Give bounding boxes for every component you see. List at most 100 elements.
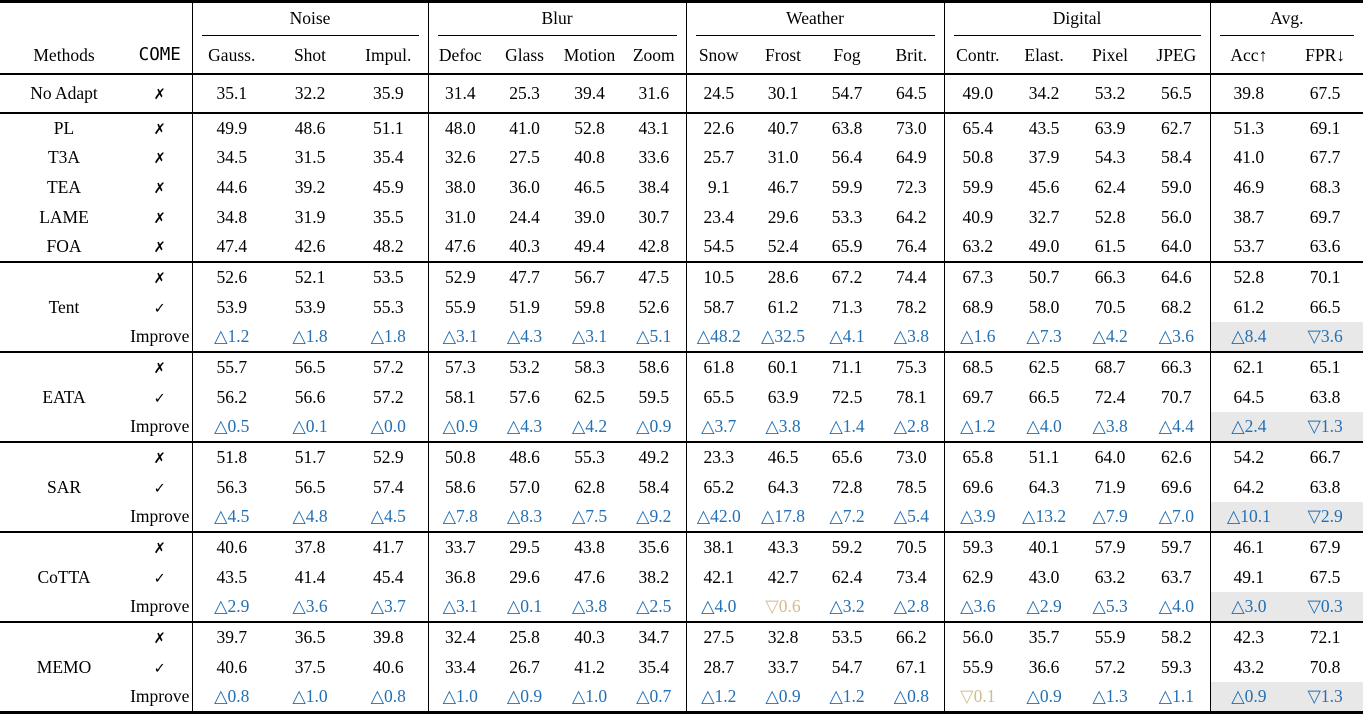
value-cell: 58.0 xyxy=(1028,296,1060,317)
improve-cell: △3.7 xyxy=(370,596,406,617)
improve-cell: △0.1 xyxy=(292,416,328,437)
col-header-defoc: Defoc xyxy=(427,37,493,75)
col-header-pixel: Pixel xyxy=(1077,37,1144,75)
value-cell: 54.3 xyxy=(1094,147,1126,168)
come-mark: ✗ xyxy=(128,261,192,293)
table-row: PL ✗ 49.9 48.6 51.1 48.0 41.0 52.8 43.1 22.6 40.7 6… xyxy=(0,111,1363,143)
value-cell: 71.1 xyxy=(815,351,880,383)
value-cell: 46.7 xyxy=(767,177,799,198)
value-cell: 61.2 xyxy=(1209,292,1288,323)
value-cell: 35.7 xyxy=(1011,621,1078,653)
improve-cell: △0.8 xyxy=(370,686,406,707)
improve-cell: △1.2 xyxy=(191,322,271,353)
improve-cell: △3.8 xyxy=(765,416,801,437)
value-cell: 22.6 xyxy=(685,111,752,143)
value-cell: 35.5 xyxy=(372,207,404,227)
group-header-noise: Noise xyxy=(191,1,429,37)
table-row: EATA ✗ 55.7 56.5 57.2 57.3 53.2 58.3 58.6 61.8 60.… xyxy=(0,351,1363,443)
value-cell: 35.6 xyxy=(622,531,687,563)
value-cell: 68.7 xyxy=(1077,351,1144,383)
value-cell: 70.5 xyxy=(1094,296,1126,317)
value-cell: 42.3 xyxy=(1209,621,1288,653)
value-cell: 57.2 xyxy=(372,386,404,407)
improve-cell: △3.8 xyxy=(1092,416,1128,437)
value-cell: 31.9 xyxy=(294,207,326,227)
value-cell: 56.5 xyxy=(294,476,326,497)
value-cell: 56.6 xyxy=(294,386,326,407)
value-cell: 75.3 xyxy=(879,351,945,383)
improve-cell: △2.9 xyxy=(191,592,271,623)
value-cell: 52.8 xyxy=(1094,207,1126,227)
value-cell: 43.5 xyxy=(1011,111,1078,143)
improve-cell: △0.9 xyxy=(506,686,543,707)
value-cell: 57.9 xyxy=(1077,531,1144,563)
value-cell: 25.7 xyxy=(685,142,752,173)
value-cell: 72.8 xyxy=(831,476,863,497)
value-cell: 34.7 xyxy=(622,621,687,653)
value-cell: 51.1 xyxy=(349,111,429,143)
value-cell: 65.5 xyxy=(685,382,752,413)
value-cell: 43.5 xyxy=(191,562,271,593)
method-name: PL xyxy=(0,111,128,143)
value-cell: 37.8 xyxy=(271,531,349,563)
value-cell: 53.9 xyxy=(191,292,271,323)
value-cell: 57.3 xyxy=(427,351,493,383)
value-cell: 55.9 xyxy=(943,652,1012,683)
value-cell: 67.5 xyxy=(1287,73,1363,113)
value-cell: 46.9 xyxy=(1209,172,1288,203)
improve-cell: △0.8 xyxy=(191,682,271,713)
value-cell: 38.1 xyxy=(685,531,752,563)
col-header-contr: Contr. xyxy=(943,37,1012,75)
improve-cell: △8.3 xyxy=(506,506,543,527)
value-cell: 42.7 xyxy=(767,566,799,587)
value-cell: 9.1 xyxy=(685,172,752,203)
value-cell: 31.5 xyxy=(294,147,326,168)
value-cell: 32.4 xyxy=(427,621,493,653)
value-cell: 66.5 xyxy=(1309,296,1341,317)
improve-cell: △2.8 xyxy=(893,416,929,437)
value-cell: 42.1 xyxy=(685,562,752,593)
improve-cell: △4.0 xyxy=(1158,596,1194,617)
value-cell: 10.5 xyxy=(685,261,752,293)
value-cell: 74.4 xyxy=(879,261,945,293)
improve-cell: ▽1.3 xyxy=(1287,412,1363,443)
value-cell: 63.7 xyxy=(1161,566,1192,587)
table-row: ✓ 43.5 41.4 45.4 36.8 29.6 47.6 38.2 42.1 42.7 62.… xyxy=(0,562,1363,593)
cross-mark-icon: ✗ xyxy=(153,451,166,468)
value-cell: 36.6 xyxy=(1028,656,1060,677)
col-header-fpr: FPR↓ xyxy=(1287,37,1363,75)
value-cell: 51.7 xyxy=(271,441,349,473)
cross-mark-icon: ✗ xyxy=(153,86,166,103)
value-cell: 58.4 xyxy=(638,476,670,497)
value-cell: 64.5 xyxy=(1209,382,1288,413)
method-name: MEMO xyxy=(0,621,128,713)
value-cell: 53.7 xyxy=(1209,232,1288,263)
value-cell: 64.3 xyxy=(1028,476,1060,497)
value-cell: 48.2 xyxy=(372,236,404,257)
value-cell: 52.6 xyxy=(638,296,670,317)
improve-cell: △1.0 xyxy=(292,686,328,707)
value-cell: 52.4 xyxy=(767,236,799,257)
improve-cell: ▽1.3 xyxy=(1287,682,1363,713)
cross-mark-icon: ✗ xyxy=(153,240,166,257)
come-mark: ✗ xyxy=(128,203,192,233)
improve-cell: △1.0 xyxy=(427,682,493,713)
come-mark: ✓ xyxy=(128,652,192,682)
value-cell: 40.1 xyxy=(1011,531,1078,563)
improve-cell: △7.8 xyxy=(427,502,493,533)
value-cell: 59.8 xyxy=(574,296,605,317)
improve-cell: △0.1 xyxy=(506,596,543,617)
improve-cell: △0.9 xyxy=(1209,682,1288,713)
come-mark: ✗ xyxy=(128,73,192,113)
value-cell: 65.4 xyxy=(943,111,1012,143)
table-row: Improve △4.5 △4.8 △4.5 △7.8 △8.3 △7.5 △9.2 △42.0… xyxy=(0,502,1363,533)
value-cell: 47.6 xyxy=(427,232,493,263)
value-cell: 65.8 xyxy=(943,441,1012,473)
value-cell: 51.9 xyxy=(509,296,540,317)
value-cell: 39.4 xyxy=(557,73,623,113)
value-cell: 65.9 xyxy=(831,236,863,257)
value-cell: 63.2 xyxy=(943,232,1012,263)
value-cell: 62.1 xyxy=(1209,351,1288,383)
check-mark-icon: ✓ xyxy=(153,480,166,497)
